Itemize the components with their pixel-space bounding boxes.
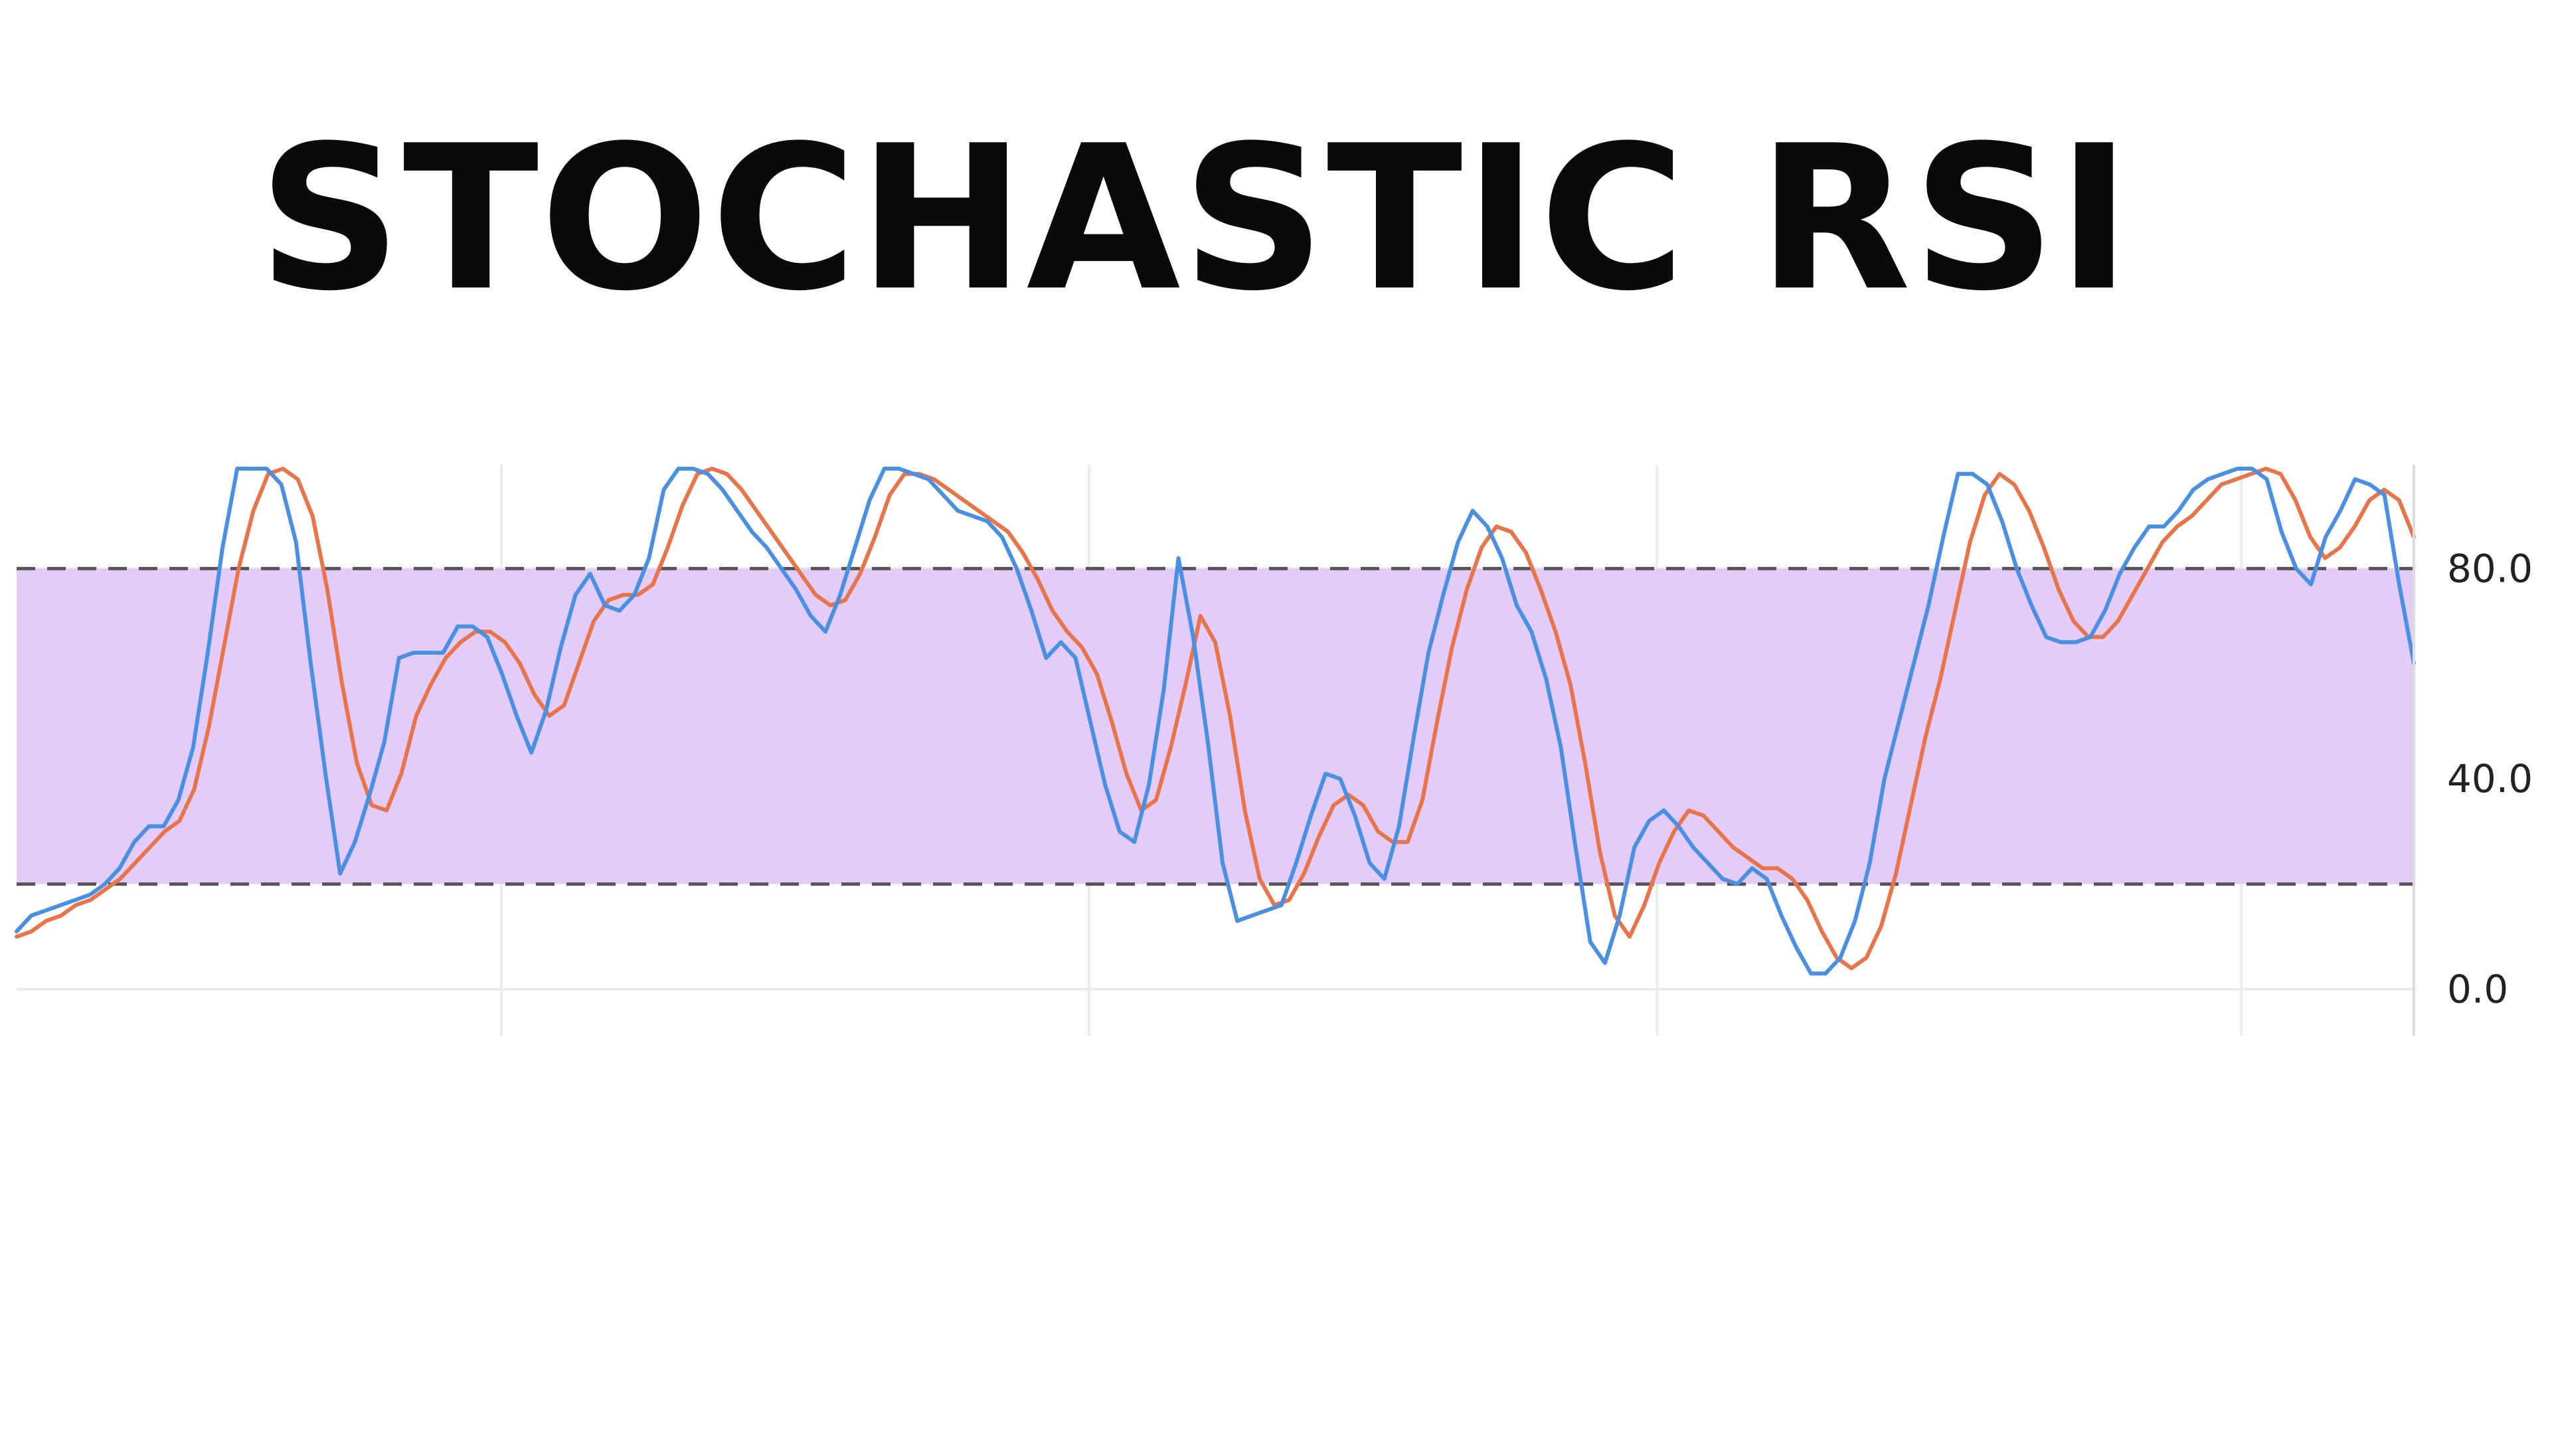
- overbought-oversold-band: [17, 568, 2414, 884]
- y-tick-labels: 0.0 40.0 80.0: [2447, 546, 2533, 1012]
- y-tick-label: 0.0: [2447, 967, 2508, 1012]
- y-tick-label: 40.0: [2447, 756, 2533, 801]
- series-group: [15, 466, 2416, 976]
- d-line-series: [15, 466, 2416, 971]
- k-line-series: [15, 466, 2416, 976]
- y-tick-label: 80.0: [2447, 546, 2533, 591]
- chart-title: STOCHASTIC RSI: [258, 103, 2133, 335]
